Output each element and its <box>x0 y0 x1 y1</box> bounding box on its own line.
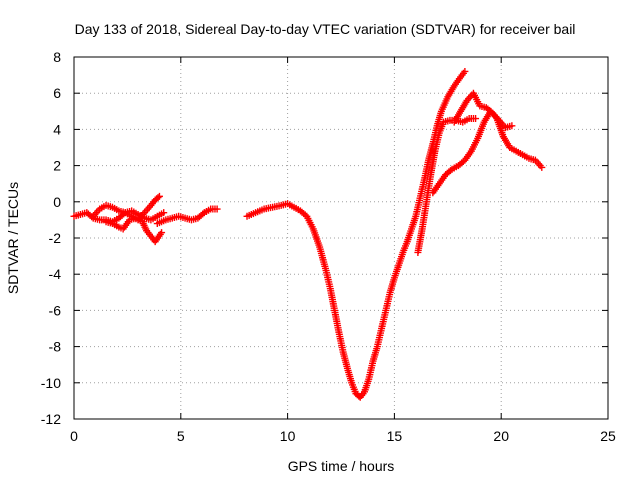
y-tick-label: -8 <box>49 339 62 355</box>
y-tick-label: 8 <box>53 49 61 65</box>
y-tick-label: -4 <box>49 266 62 282</box>
x-tick-label: 20 <box>493 428 509 444</box>
x-tick-label: 10 <box>280 428 296 444</box>
data-points <box>70 67 546 401</box>
y-tick-label: 6 <box>53 85 61 101</box>
data-point <box>213 205 221 213</box>
data-point <box>461 67 469 75</box>
tick-labels: 0 5 10 15 20 25 -12 -10 -8 -6 -4 -2 0 2 4 6 8 <box>41 49 616 444</box>
y-tick-label: -2 <box>49 230 62 246</box>
x-axis-label: GPS time / hours <box>288 458 395 474</box>
data-point <box>538 163 546 171</box>
data-point <box>155 192 163 200</box>
x-tick-label: 25 <box>600 428 616 444</box>
y-tick-label: 0 <box>53 194 61 210</box>
x-tick-label: 5 <box>177 428 185 444</box>
data-point <box>446 167 454 175</box>
y-tick-label: -6 <box>49 302 62 318</box>
x-tick-label: 0 <box>70 428 78 444</box>
data-point <box>472 115 480 123</box>
data-point <box>154 194 162 202</box>
data-point <box>158 229 166 237</box>
data-point <box>508 122 516 130</box>
data-point <box>160 209 168 217</box>
y-tick-label: 4 <box>53 121 61 137</box>
data-point <box>199 210 207 218</box>
y-tick-label: -10 <box>41 375 61 391</box>
y-axis-label: SDTVAR / TECUs <box>5 182 21 294</box>
y-tick-label: -12 <box>41 411 61 427</box>
chart-title: Day 133 of 2018, Sidereal Day-to-day VTE… <box>75 21 576 37</box>
ticks <box>73 56 609 420</box>
y-tick-label: 2 <box>53 158 61 174</box>
grid <box>74 57 608 419</box>
x-tick-label: 15 <box>387 428 403 444</box>
